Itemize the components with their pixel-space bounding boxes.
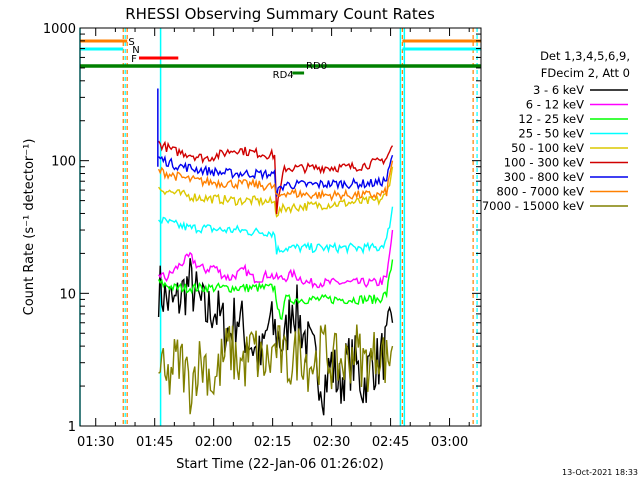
legend-entry-label: 3 - 6 keV [533, 83, 584, 97]
flag-label-rd0: RD0 [306, 61, 327, 72]
flag-label-s: S [128, 37, 134, 48]
y-axis-label: Count Rate (s⁻¹ detector⁻¹) [22, 139, 37, 316]
y-tick-label: 1 [68, 420, 76, 435]
axes: 01:30 01:45 02:00 02:15 02:30 02:45 03:00 1 10 10… [43, 22, 481, 450]
x-tick-label: 03:00 [431, 435, 468, 450]
series-line-2 [157, 259, 394, 321]
series-line-1 [158, 229, 394, 290]
x-tick-label: 01:30 [77, 435, 114, 450]
legend-entry-label: 50 - 100 keV [511, 141, 584, 155]
legend-header-1: Det 1,3,4,5,6,9, [540, 49, 630, 63]
chart-title: RHESSI Observing Summary Count Rates [125, 5, 435, 23]
legend-entry-label: 300 - 800 keV [504, 170, 584, 184]
legend-entry-label: 6 - 12 keV [526, 98, 584, 112]
x-tick-label: 01:45 [136, 435, 173, 450]
flag-label-rd4: RD4 [273, 70, 294, 81]
x-axis-label: Start Time (22-Jan-06 01:26:02) [176, 457, 384, 472]
legend-entry-label: 7000 - 15000 keV [482, 199, 584, 213]
legend-entry-label: 100 - 300 keV [504, 156, 584, 170]
y-tick-label: 10 [59, 287, 76, 302]
legend-entry-label: 12 - 25 keV [518, 112, 584, 126]
series-line-4 [158, 166, 394, 218]
legend-entry-label: 800 - 7000 keV [496, 185, 584, 199]
plot-frame [79, 27, 482, 427]
flag-label-f: F [131, 54, 137, 65]
x-tick-label: 02:30 [313, 435, 350, 450]
footer-timestamp: 13-Oct-2021 18:33 [562, 468, 638, 477]
y-tick-label: 1000 [43, 22, 76, 37]
series-line-8 [158, 324, 394, 415]
x-tick-label: 02:00 [195, 435, 232, 450]
series-line-3 [158, 206, 394, 255]
legend-header-2: FDecim 2, Att 0 [541, 66, 630, 80]
legend: Det 1,3,4,5,6,9, FDecim 2, Att 0 3 - 6 k… [482, 49, 630, 213]
plot-area: SNF RD0 RD4 [79, 28, 481, 426]
x-tick-label: 02:45 [372, 435, 409, 450]
y-tick-label: 100 [51, 155, 76, 170]
x-tick-label: 02:15 [254, 435, 291, 450]
series-line-0 [157, 258, 394, 416]
series-line-7 [157, 160, 394, 202]
flag-label-n: N [132, 45, 139, 56]
legend-entry-label: 25 - 50 keV [518, 127, 584, 141]
